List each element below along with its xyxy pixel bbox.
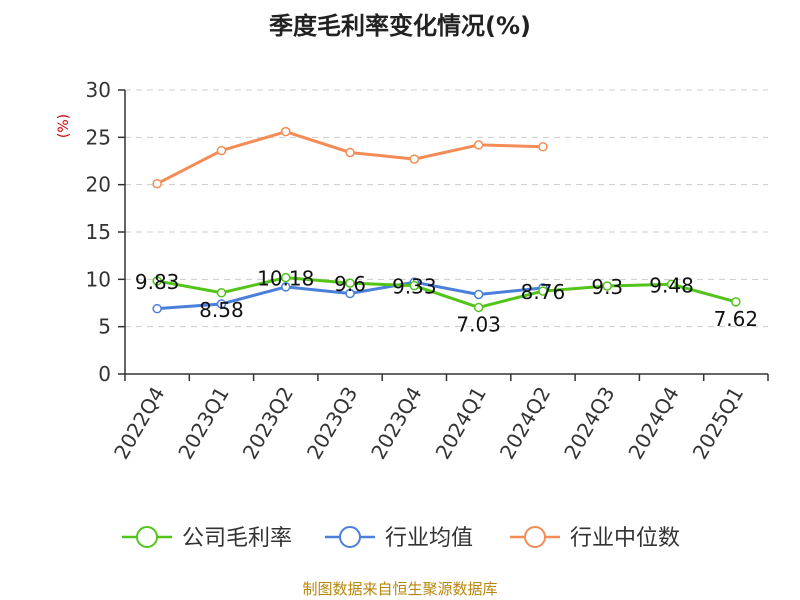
x-tick-label: 2024Q3 [559, 383, 619, 464]
legend-item-0: 公司毛利率 [122, 526, 292, 551]
data-point [345, 147, 355, 158]
data-point [345, 288, 355, 299]
grid-lines [125, 89, 768, 328]
data-label: 7.03 [456, 312, 501, 336]
data-point [216, 288, 227, 298]
data-point [538, 286, 548, 296]
data-point [473, 289, 484, 300]
series-line [156, 276, 737, 309]
series-lines [152, 126, 741, 314]
legend-marker [339, 526, 361, 548]
data-point [345, 278, 355, 288]
data-label: 9.48 [649, 273, 694, 297]
data-point [666, 279, 677, 290]
y-tick-label: 15 [86, 220, 111, 244]
data-label: 8.76 [521, 280, 566, 304]
data-point [473, 140, 484, 150]
data-point [216, 145, 227, 156]
y-tick-label: 25 [86, 125, 111, 149]
x-tick-label: 2024Q4 [623, 383, 683, 464]
data-point [602, 281, 612, 291]
x-tick-label: 2024Q2 [495, 383, 555, 464]
y-tick-label: 30 [86, 78, 111, 102]
source-note: 制图数据来自恒生聚源数据库 [302, 580, 497, 598]
series-line [156, 130, 543, 186]
data-point [473, 302, 484, 313]
legend: 公司毛利率 行业均值 行业中位数 [122, 526, 680, 551]
x-tick-label: 2023Q3 [302, 383, 362, 464]
legend-marker [524, 526, 546, 548]
y-axis-unit-label: (%) [56, 114, 72, 138]
data-point [281, 272, 291, 283]
legend-item-1: 行业均值 [325, 526, 473, 551]
data-point [538, 142, 548, 152]
chart-title: 季度毛利率变化情况(%) [269, 12, 531, 40]
x-tick-label: 2024Q1 [431, 383, 491, 464]
x-tick-label: 2023Q1 [173, 383, 233, 464]
data-label: 9.33 [392, 275, 437, 299]
data-label: 8.58 [199, 298, 244, 322]
legend-item-2: 行业中位数 [510, 526, 680, 551]
data-label: 10.18 [257, 267, 314, 291]
data-point [152, 178, 162, 189]
data-point [281, 282, 291, 292]
data-labels: 9.83 8.58 10.18 9.6 9.33 7.03 8.76 9.3 9.48 7.62 [135, 267, 758, 337]
data-label: 7.62 [714, 307, 759, 331]
data-label: 9.83 [135, 270, 180, 294]
data-point [152, 276, 162, 286]
legend-label: 行业均值 [385, 526, 473, 551]
data-point [409, 280, 420, 291]
series-0 [152, 272, 741, 313]
axes: 0 5 10 15 20 25 30 2022Q4 2023Q1 2023Q2 2023Q3 2023… [86, 78, 769, 464]
x-tick-label: 2025Q1 [688, 383, 748, 464]
y-tick-label: 10 [86, 267, 111, 291]
x-tick-label: 2023Q2 [238, 383, 298, 464]
data-point [731, 297, 741, 307]
legend-label: 行业中位数 [570, 526, 680, 551]
x-tick-label: 2022Q4 [109, 383, 169, 464]
legend-marker [136, 526, 158, 548]
legend-label: 公司毛利率 [182, 526, 292, 551]
data-point [281, 126, 291, 137]
y-tick-label: 5 [98, 315, 111, 339]
series-2 [152, 126, 548, 189]
data-point [152, 303, 162, 314]
data-label: 9.3 [591, 275, 623, 299]
data-label: 9.6 [334, 272, 366, 296]
y-tick-label: 20 [86, 173, 111, 197]
y-tick-label: 0 [98, 362, 111, 386]
x-tick-label: 2023Q4 [366, 383, 426, 464]
data-point [409, 154, 420, 164]
data-point [216, 299, 227, 309]
